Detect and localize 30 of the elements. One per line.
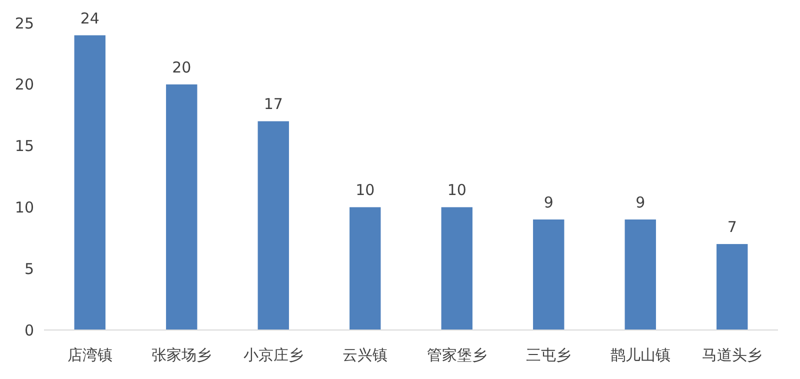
bar <box>166 84 198 330</box>
data-label: 7 <box>727 218 737 236</box>
data-label: 10 <box>356 181 375 200</box>
data-label: 20 <box>172 58 192 76</box>
data-label: 24 <box>80 9 100 28</box>
x-tick-label: 云兴镇 <box>342 346 388 364</box>
x-tick-label: 店湾镇 <box>67 346 112 364</box>
x-tick-label: 小京庄乡 <box>243 346 304 364</box>
bar <box>716 244 748 330</box>
y-tick-label: 10 <box>14 198 34 216</box>
x-tick-label: 鹊儿山镇 <box>610 346 670 364</box>
x-tick-label: 管家堡乡 <box>426 346 487 364</box>
data-label: 10 <box>447 181 466 200</box>
bar <box>350 207 381 330</box>
y-tick-label: 15 <box>14 137 34 156</box>
bar <box>74 35 106 330</box>
bar <box>441 207 472 330</box>
data-label: 9 <box>636 193 646 212</box>
y-tick-label: 20 <box>14 76 34 94</box>
data-label: 17 <box>264 95 283 114</box>
x-tick-label: 三屯乡 <box>526 346 572 364</box>
y-tick-label: 25 <box>14 14 34 32</box>
bar <box>624 219 656 330</box>
bar <box>533 219 564 330</box>
x-tick-label: 马道头乡 <box>702 346 762 364</box>
data-label: 9 <box>544 193 554 212</box>
bar <box>258 121 289 330</box>
y-tick-label: 0 <box>24 321 34 340</box>
y-tick-label: 5 <box>24 260 34 278</box>
x-tick-label: 张家场乡 <box>152 346 212 364</box>
